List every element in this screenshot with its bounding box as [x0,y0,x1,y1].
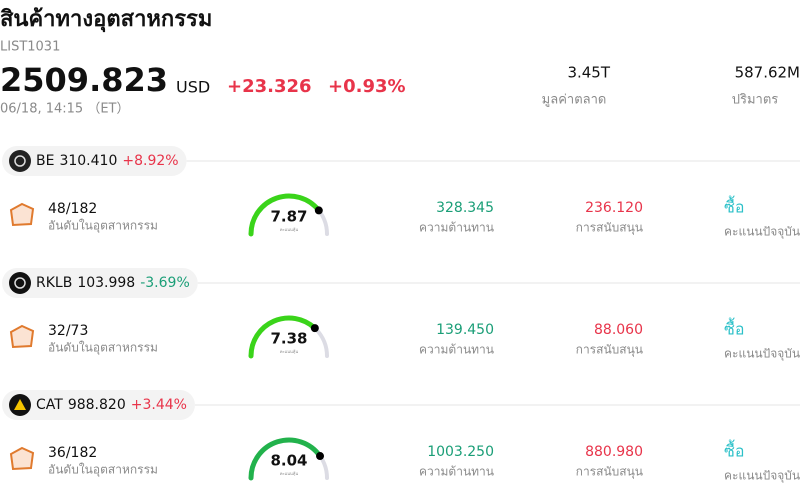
score-label: คะแนนหุ้น [280,227,299,233]
support-label: การสนับสนุน [576,465,643,480]
gauge-dot [316,452,325,461]
change: +23.326 [227,76,312,97]
code: LIST1031 [0,40,60,55]
signal: ซื้อ [724,196,744,217]
volume-label: ปริมาตร [732,93,779,108]
stock-pill [2,390,195,420]
change-pct: +0.93% [328,76,406,97]
time: 06/18, 14:15 （ET） [0,102,129,117]
signal: ซื้อ [724,440,744,461]
stock-price: 310.410 [59,153,117,169]
resistance: 139.450 [436,322,494,338]
resistance-label: ความต้านทาน [419,465,494,479]
price: 2509.823 [0,61,168,99]
rank-icon [9,324,35,349]
support-label: การสนับสนุน [576,343,643,358]
rank: 32/73 [48,323,88,339]
score: 8.04 [270,452,307,470]
ticker: BE [36,153,54,169]
ticker: CAT [36,397,63,413]
currency: USD [176,78,210,97]
stock-logo-mark [14,399,26,410]
stock-logo [9,150,31,172]
rank-label: อันดับในอุตสาหกรรม [48,219,158,234]
resistance-label: ความต้านทาน [419,343,494,357]
stock-price: 988.820 [68,397,126,413]
ticker: RKLB [36,275,72,291]
resistance-label: ความต้านทาน [419,221,494,235]
rank: 48/182 [48,201,97,217]
resistance: 328.345 [436,200,494,216]
stock-change: +8.92% [122,153,178,169]
volume: 587.62M [735,64,800,82]
score: 7.38 [270,330,307,348]
gauge-arc [248,193,322,237]
gauge-dot [314,206,323,215]
stock-change: +3.44% [131,397,187,413]
rank-label: อันดับในอุตสาหกรรม [48,463,158,478]
rank-icon [9,446,35,471]
stock-pill [2,146,187,176]
rank-icon [9,202,35,227]
stock-head: BE 310.410 +8.92% [36,153,179,169]
support-label: การสนับสนุน [576,221,643,236]
support: 236.120 [585,200,643,216]
market-cap-label: มูลค่าตลาด [542,93,607,108]
stock-change: -3.69% [140,275,190,291]
support: 880.980 [585,444,643,460]
resistance: 1003.250 [427,444,494,460]
gauge-arc [248,437,323,481]
signal-label: คะแนนปัจจุบัน [724,347,800,362]
stock-logo-mark [14,277,26,289]
signal-label: คะแนนปัจจุบัน [724,469,800,484]
score-label: คะแนนหุ้น [280,349,299,355]
title: สินค้าทางอุตสาหกรรม [0,7,212,33]
support: 88.060 [594,322,643,338]
stock-logo [9,272,31,294]
stock-price: 103.998 [77,275,135,291]
score: 7.87 [270,208,307,226]
stock-head: CAT 988.820 +3.44% [36,397,187,413]
rank-label: อันดับในอุตสาหกรรม [48,341,158,356]
signal: ซื้อ [724,318,744,339]
stock-head: RKLB 103.998 -3.69% [36,275,190,291]
score-label: คะแนนหุ้น [280,471,299,477]
market-cap: 3.45T [567,64,610,82]
gauge-dot [310,324,319,333]
signal-label: คะแนนปัจจุบัน [724,225,800,240]
gauge-arc [248,315,318,359]
rank: 36/182 [48,445,97,461]
stock-pill [2,268,198,298]
stock-logo-mark [14,155,26,167]
